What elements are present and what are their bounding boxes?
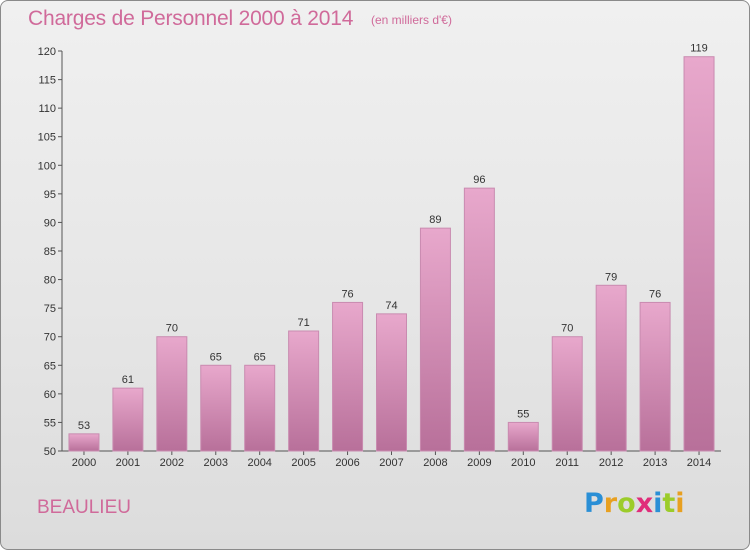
y-tick-label: 120 <box>38 46 56 58</box>
logo-letter: i <box>653 488 663 519</box>
bar-2004 <box>244 364 276 452</box>
y-tick-label: 60 <box>44 389 56 401</box>
bar-2011 <box>551 336 583 452</box>
x-tick-label: 2007 <box>379 457 403 469</box>
logo-letter: x <box>635 488 654 519</box>
bar-2008 <box>419 227 451 452</box>
data-label-2004: 65 <box>254 351 266 363</box>
proxiti-logo: Proxiti <box>584 488 685 519</box>
chart-subtitle: (en milliers d'€) <box>371 13 452 27</box>
bar-2007 <box>376 313 407 452</box>
x-tick-label: 2001 <box>116 457 140 469</box>
y-tick-label: 105 <box>38 132 56 144</box>
data-label-2003: 65 <box>210 351 222 363</box>
data-label-2009: 96 <box>473 174 485 186</box>
data-label-2013: 76 <box>649 288 661 300</box>
data-label-2011: 70 <box>561 323 573 335</box>
data-label-2012: 79 <box>605 271 617 283</box>
y-tick-label: 55 <box>44 417 56 429</box>
bars <box>68 56 715 452</box>
y-tick-label: 50 <box>44 446 56 458</box>
data-label-2005: 71 <box>298 317 310 329</box>
x-tick-label: 2003 <box>204 457 228 469</box>
x-tick-label: 2008 <box>423 457 447 469</box>
logo-letter: i <box>675 488 685 519</box>
bar-2002 <box>156 336 188 452</box>
x-tick-label: 2012 <box>599 457 623 469</box>
chart-title: Charges de Personnel 2000 à 2014 <box>28 7 354 30</box>
x-tick-label: 2010 <box>511 457 535 469</box>
y-tick-label: 100 <box>38 160 56 172</box>
x-tick-label: 2004 <box>247 457 271 469</box>
x-tick-label: 2014 <box>687 457 711 469</box>
data-label-2002: 70 <box>166 323 178 335</box>
logo-letter: P <box>584 488 604 519</box>
data-labels: 53 61 70 65 65 71 76 74 89 96 55 70 79 76 119 <box>78 43 708 432</box>
y-tick-label: 80 <box>44 275 56 287</box>
y-tick-label: 90 <box>44 217 56 229</box>
bar-2006 <box>332 301 364 452</box>
y-tick-label: 75 <box>44 303 56 315</box>
bar-2000 <box>68 433 100 452</box>
y-tick-label: 110 <box>38 103 56 115</box>
data-label-2001: 61 <box>122 374 134 386</box>
x-tick-label: 2013 <box>643 457 667 469</box>
y-tick-label: 95 <box>44 189 56 201</box>
data-label-2006: 76 <box>341 288 353 300</box>
logo-letter: t <box>662 488 676 519</box>
x-tick-label: 2011 <box>555 457 579 469</box>
x-tick-label: 2005 <box>291 457 315 469</box>
bar-2005 <box>288 330 320 452</box>
data-label-2000: 53 <box>78 420 90 432</box>
y-tick-label: 65 <box>44 360 56 372</box>
bar-2014 <box>683 56 715 452</box>
y-tick-label: 115 <box>38 75 56 87</box>
bar-2001 <box>112 387 144 452</box>
bar-2013 <box>639 301 671 452</box>
x-tick-label: 2000 <box>72 457 96 469</box>
bar-2010 <box>507 421 539 452</box>
bar-2003 <box>200 364 232 452</box>
x-tick-label: 2006 <box>335 457 359 469</box>
data-label-2008: 89 <box>429 214 441 226</box>
x-tick-label: 2009 <box>467 457 491 469</box>
y-tick-label: 70 <box>44 332 56 344</box>
place-name: BEAULIEU <box>37 497 131 518</box>
y-tick-label: 85 <box>44 246 56 258</box>
data-label-2014: 119 <box>690 43 708 55</box>
logo-letter: o <box>617 488 636 519</box>
x-tick-label: 2002 <box>160 457 184 469</box>
data-label-2007: 74 <box>385 300 397 312</box>
bar-2009 <box>463 187 495 452</box>
data-label-2010: 55 <box>517 408 529 420</box>
bar-2012 <box>595 284 627 452</box>
logo-letter: r <box>603 488 618 519</box>
